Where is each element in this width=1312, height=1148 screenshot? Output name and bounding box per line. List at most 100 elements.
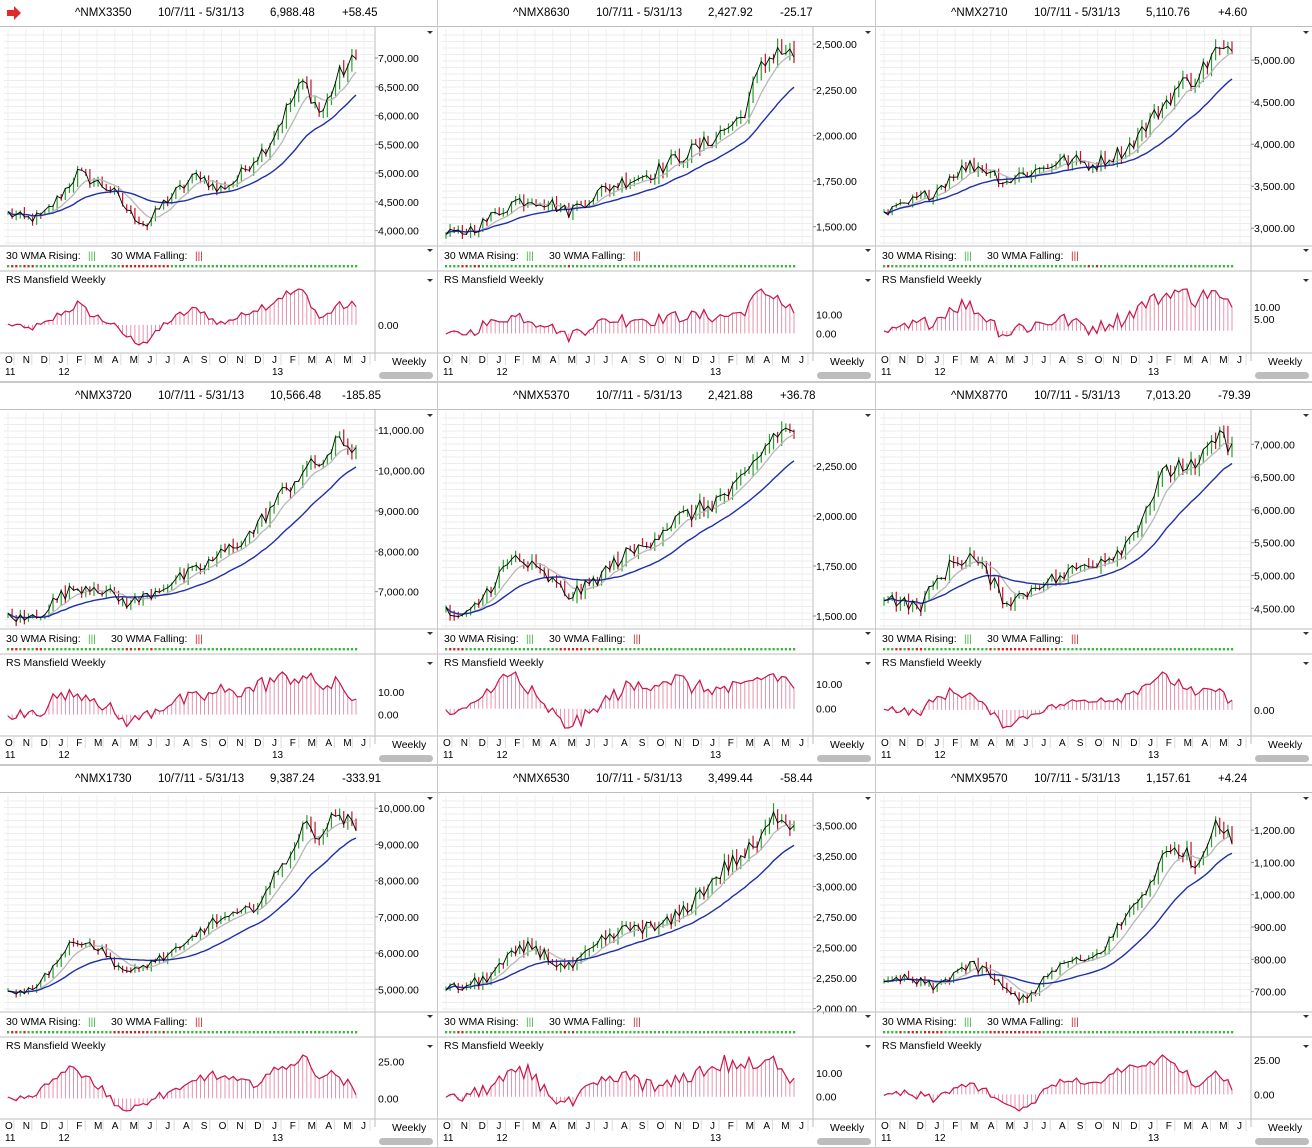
rs-tick-label: 0.00 (816, 328, 837, 340)
chevron-down-icon[interactable] (865, 1045, 871, 1048)
chevron-down-icon[interactable] (1303, 797, 1309, 800)
horizontal-scrollbar[interactable] (379, 372, 433, 379)
wma-status-dot (1161, 648, 1164, 651)
wma-status-dot (223, 648, 227, 651)
chart-panel-nmx3720: ^NMX3720 10/7/11 - 5/31/13 10,566.48 -185.8… (0, 383, 437, 764)
chevron-down-icon[interactable] (427, 31, 433, 34)
period-label[interactable]: Weekly (1268, 356, 1303, 368)
horizontal-scrollbar[interactable] (817, 372, 871, 379)
rs-tick-label: 5.00 (1254, 314, 1275, 326)
wma-status-dot (473, 265, 476, 268)
wma-status-dot (584, 265, 587, 268)
wma-status-dot (498, 1031, 501, 1034)
chevron-down-icon[interactable] (427, 414, 433, 417)
price-line (7, 813, 357, 995)
chevron-down-icon[interactable] (1303, 31, 1309, 34)
wma-status-dot (887, 1031, 890, 1034)
wma-status-dot (187, 265, 190, 268)
chevron-down-icon[interactable] (865, 632, 871, 635)
chevron-down-icon[interactable] (865, 249, 871, 252)
wma-status-dot (514, 265, 517, 268)
chevron-down-icon[interactable] (427, 632, 433, 635)
price-chart[interactable]: 10,000.00 9,000.00 8,000.00 7,000.00 6,000.0… (0, 793, 437, 1147)
horizontal-scrollbar[interactable] (1255, 1138, 1309, 1145)
chevron-down-icon[interactable] (1303, 662, 1309, 665)
price-chart[interactable]: 5,000.00 4,500.00 4,000.00 3,500.00 3,000.00… (876, 27, 1312, 381)
wma-status-dot (584, 648, 587, 651)
chevron-down-icon[interactable] (427, 279, 433, 282)
chevron-down-icon[interactable] (865, 797, 871, 800)
wma-status-dot (1128, 265, 1131, 268)
period-label[interactable]: Weekly (1268, 739, 1303, 751)
wma-status-dot (453, 265, 456, 268)
wma-rising-label: 30 WMA Rising: (444, 633, 519, 645)
month-tick-label: A (988, 738, 995, 749)
wma-status-dot (23, 1031, 26, 1034)
wma-status-dot (1063, 648, 1066, 651)
wma-status-dot (1218, 1031, 1221, 1034)
chevron-down-icon[interactable] (427, 662, 433, 665)
arrow-right-icon[interactable] (6, 6, 22, 20)
wma-status-dot (1181, 1031, 1185, 1034)
chevron-down-icon[interactable] (865, 662, 871, 665)
price-chart[interactable]: 3,500.00 3,250.00 3,000.00 2,750.00 2,500.00… (438, 793, 875, 1147)
chevron-down-icon[interactable] (427, 1045, 433, 1048)
wma-status-dot (1014, 648, 1017, 651)
chevron-down-icon[interactable] (427, 249, 433, 252)
chart-header: ^NMX3720 10/7/11 - 5/31/13 10,566.48 -185.8… (0, 383, 437, 410)
period-label[interactable]: Weekly (392, 1122, 427, 1134)
horizontal-scrollbar[interactable] (1255, 372, 1309, 379)
chevron-down-icon[interactable] (1303, 1045, 1309, 1048)
wma-status-dot (203, 1031, 206, 1034)
wma-status-dot (1136, 1031, 1140, 1034)
rs-line (883, 1054, 1233, 1112)
price-chart[interactable]: 7,000.00 6,500.00 6,000.00 5,500.00 5,000.00… (876, 410, 1312, 764)
rs-line (445, 288, 795, 344)
period-label[interactable]: Weekly (392, 739, 427, 751)
wma-status-dot (543, 1031, 546, 1034)
wma-status-dot (518, 648, 521, 651)
wma-status-dot (780, 265, 783, 268)
wma-status-dot (1153, 648, 1156, 651)
month-tick-label: M (308, 355, 316, 366)
period-label[interactable]: Weekly (830, 356, 865, 368)
wma-status-dot (191, 265, 194, 268)
wma-status-dot (84, 265, 87, 268)
wma-status-dot (1161, 1031, 1164, 1034)
chevron-down-icon[interactable] (1303, 632, 1309, 635)
month-tick-label: J (361, 355, 366, 366)
chevron-down-icon[interactable] (865, 1015, 871, 1018)
period-label[interactable]: Weekly (1268, 1122, 1303, 1134)
rising-marker: ||| (88, 634, 96, 645)
wma-status-dot (616, 265, 620, 268)
period-label[interactable]: Weekly (392, 356, 427, 368)
wma-status-dot (973, 648, 976, 651)
chevron-down-icon[interactable] (1303, 414, 1309, 417)
price-chart[interactable]: 11,000.00 10,000.00 9,000.00 8,000.00 7,000.… (0, 410, 437, 764)
chevron-down-icon[interactable] (865, 279, 871, 282)
month-tick-label: O (1095, 1121, 1103, 1132)
wma-status-dot (236, 265, 239, 268)
falling-marker: ||| (195, 634, 203, 645)
chevron-down-icon[interactable] (865, 414, 871, 417)
chevron-down-icon[interactable] (1303, 1015, 1309, 1018)
horizontal-scrollbar[interactable] (817, 755, 871, 762)
horizontal-scrollbar[interactable] (379, 1138, 433, 1145)
chevron-down-icon[interactable] (427, 1015, 433, 1018)
horizontal-scrollbar[interactable] (817, 1138, 871, 1145)
period-label[interactable]: Weekly (830, 739, 865, 751)
horizontal-scrollbar[interactable] (1255, 755, 1309, 762)
period-label[interactable]: Weekly (830, 1122, 865, 1134)
chevron-down-icon[interactable] (427, 797, 433, 800)
price-chart[interactable]: 2,250.00 2,000.00 1,750.00 1,500.00 30 WMA R… (438, 410, 875, 764)
wma-status-dot (506, 265, 509, 268)
horizontal-scrollbar[interactable] (379, 755, 433, 762)
chevron-down-icon[interactable] (1303, 279, 1309, 282)
wma-status-dot (191, 1031, 194, 1034)
price-chart[interactable]: 7,000.00 6,500.00 6,000.00 5,500.00 5,000.00… (0, 27, 437, 381)
price-chart[interactable]: 2,500.00 2,250.00 2,000.00 1,750.00 1,500.00… (438, 27, 875, 381)
chevron-down-icon[interactable] (865, 31, 871, 34)
price-chart[interactable]: 1,200.00 1,100.00 1,000.00 900.00 800.00 700.… (876, 793, 1312, 1147)
chevron-down-icon[interactable] (1303, 249, 1309, 252)
month-tick-label: M (781, 355, 789, 366)
